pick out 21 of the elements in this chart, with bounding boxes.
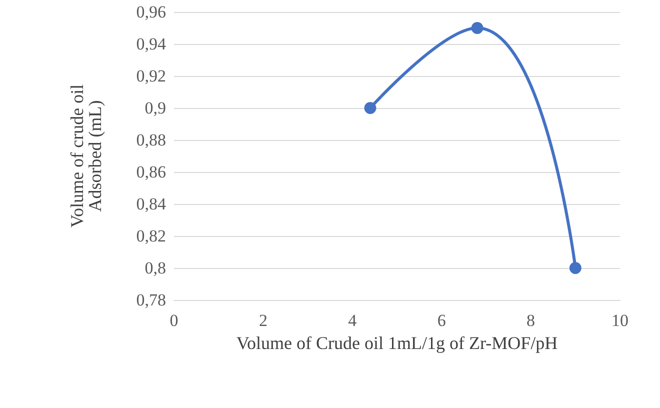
y-tick-label: 0,82: [136, 226, 166, 246]
x-axis-title: Volume of Crude oil 1mL/1g of Zr-MOF/pH: [236, 332, 558, 353]
y-tick-label: 0,78: [136, 290, 166, 310]
x-tick-label: 0: [170, 311, 178, 330]
y-axis-title: Volume of crude oil Adsorbed (mL): [67, 84, 105, 228]
y-tick-label: 0,94: [136, 34, 166, 54]
y-tick-label: 0,84: [136, 194, 166, 214]
y-tick-label: 0,96: [136, 2, 166, 22]
x-tick-label: 6: [437, 311, 446, 330]
y-tick-label: 0,8: [144, 258, 166, 278]
x-tick-label: 4: [348, 311, 358, 330]
y-tick-label: 0,86: [136, 162, 166, 182]
x-tick-label: 8: [526, 311, 536, 330]
x-tick-label: 2: [258, 311, 268, 330]
x-tick-label: 10: [612, 311, 628, 330]
y-tick-label: 0,9: [144, 98, 166, 118]
y-tick-label: 0,92: [136, 66, 166, 86]
point: [569, 262, 582, 274]
point: [364, 102, 376, 114]
y-tick-label: 0,88: [136, 130, 166, 150]
point: [471, 22, 484, 34]
